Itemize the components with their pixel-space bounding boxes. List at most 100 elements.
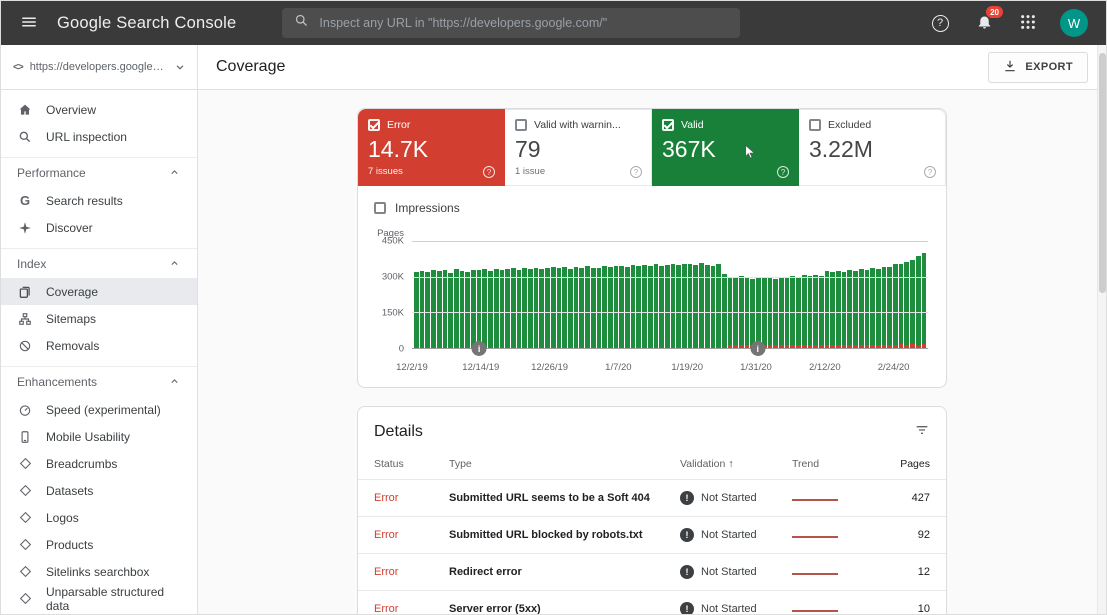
y-axis-title: Pages xyxy=(377,228,404,239)
sidebar-item-removals[interactable]: Removals xyxy=(1,332,197,359)
sidebar-item-label: Mobile Usability xyxy=(46,429,131,444)
table-row[interactable]: Error Submitted URL blocked by robots.tx… xyxy=(358,516,946,553)
sidebar-item-breadcrumbs[interactable]: Breadcrumbs xyxy=(1,450,197,477)
col-validation[interactable]: Validation ↑ xyxy=(680,458,734,470)
help-icon[interactable]: ? xyxy=(777,166,789,178)
help-icon[interactable]: ? xyxy=(630,166,642,178)
help-icon[interactable]: ? xyxy=(924,166,936,178)
sidebar-item-sitemaps[interactable]: Sitemaps xyxy=(1,305,197,332)
breadcrumbs-icon xyxy=(17,456,33,472)
sidebar-item-overview[interactable]: Overview xyxy=(1,96,197,123)
main-area: Coverage EXPORT Error xyxy=(198,45,1106,614)
table-row[interactable]: Error Redirect error ! Not Started 12 xyxy=(358,553,946,590)
sidebar-item-url-inspection[interactable]: URL inspection xyxy=(1,123,197,150)
sidebar-item-label: Removals xyxy=(46,338,100,353)
sidebar-item-sitelinks-searchbox[interactable]: Sitelinks searchbox xyxy=(1,558,197,585)
sidebar-item-products[interactable]: Products xyxy=(1,531,197,558)
row-status: Error xyxy=(374,492,399,504)
col-pages[interactable]: Pages xyxy=(900,458,930,470)
content-scroll-area: Error 14.7K 7 issues ? Valid with warnin… xyxy=(198,90,1106,614)
row-pages: 427 xyxy=(911,492,930,504)
sidebar-item-label: Sitelinks searchbox xyxy=(46,564,150,579)
table-row[interactable]: Error Submitted URL seems to be a Soft 4… xyxy=(358,479,946,516)
export-button[interactable]: EXPORT xyxy=(988,51,1088,83)
sidebar-item-label: Unparsable structured data xyxy=(46,584,165,613)
sitemap-tree-icon xyxy=(17,311,33,327)
sidebar-item-coverage[interactable]: Coverage xyxy=(1,278,197,305)
row-validation: Not Started xyxy=(701,566,757,578)
help-icon[interactable]: ? xyxy=(483,166,495,178)
section-performance[interactable]: Performance xyxy=(1,157,197,187)
sidebar-item-datasets[interactable]: Datasets xyxy=(1,477,197,504)
annotation-marker[interactable]: i xyxy=(471,341,487,356)
scrollbar-thumb[interactable] xyxy=(1099,53,1106,293)
sidebar-item-unparsable-structured-data[interactable]: Unparsable structured data xyxy=(1,584,197,613)
valid-card[interactable]: Valid 367K ? xyxy=(652,109,799,186)
sidebar: <> https://developers.google.co... Overv… xyxy=(1,45,198,614)
row-trend-sparkline xyxy=(792,566,880,578)
section-enhancements[interactable]: Enhancements xyxy=(1,366,197,396)
sidebar-item-logos[interactable]: Logos xyxy=(1,504,197,531)
url-inspection-input[interactable] xyxy=(319,16,729,30)
filter-icon xyxy=(914,422,930,441)
card-subtext: 1 issue xyxy=(515,166,546,177)
impressions-checkbox[interactable] xyxy=(374,202,386,214)
sidebar-item-label: Search results xyxy=(46,193,123,208)
excluded-card[interactable]: Excluded 3.22M ? xyxy=(799,109,946,186)
col-status[interactable]: Status xyxy=(374,458,404,470)
excluded-checkbox[interactable] xyxy=(809,119,821,131)
export-label: EXPORT xyxy=(1025,61,1073,73)
sidebar-item-discover[interactable]: Discover xyxy=(1,214,197,241)
impressions-toggle[interactable]: Impressions xyxy=(374,201,930,215)
notifications-button[interactable]: 20 xyxy=(972,6,1003,35)
sidebar-item-speed[interactable]: Speed (experimental) xyxy=(1,396,197,423)
filter-button[interactable] xyxy=(914,422,930,441)
magnifier-icon xyxy=(17,129,33,145)
page-header: Coverage EXPORT xyxy=(198,45,1106,90)
section-index[interactable]: Index xyxy=(1,248,197,278)
row-pages: 12 xyxy=(917,566,930,578)
row-pages: 10 xyxy=(917,603,930,614)
row-type: Server error (5xx) xyxy=(449,603,541,614)
sidebar-item-label: Breadcrumbs xyxy=(46,456,118,471)
property-selector[interactable]: <> https://developers.google.co... xyxy=(1,45,197,90)
chevron-up-icon xyxy=(168,375,181,388)
app-title: Google Search Console xyxy=(57,13,237,32)
annotation-marker[interactable]: i xyxy=(750,341,766,356)
valid-with-warnings-card[interactable]: Valid with warnin... 79 1 issue ? xyxy=(505,109,652,186)
y-tick-label: 0 xyxy=(398,343,404,355)
col-trend[interactable]: Trend xyxy=(792,458,820,470)
topbar-actions: ? 20 W xyxy=(928,6,1092,37)
sidebar-item-mobile-usability[interactable]: Mobile Usability xyxy=(1,423,197,450)
error-checkbox[interactable] xyxy=(368,119,380,131)
help-button[interactable]: ? xyxy=(928,11,952,35)
apps-grid-button[interactable] xyxy=(1016,11,1040,35)
hamburger-menu-button[interactable] xyxy=(15,9,43,37)
status-cards: Error 14.7K 7 issues ? Valid with warnin… xyxy=(358,109,946,186)
card-label: Valid with warnin... xyxy=(534,119,621,131)
col-type[interactable]: Type xyxy=(449,458,472,470)
url-inspection-searchbar[interactable] xyxy=(282,8,741,38)
x-tick-label: 1/19/20 xyxy=(671,362,704,373)
exclamation-icon: ! xyxy=(680,528,694,542)
account-avatar[interactable]: W xyxy=(1060,9,1088,37)
bell-icon xyxy=(976,13,993,33)
y-tick-label: 300K xyxy=(381,271,404,283)
row-validation: Not Started xyxy=(701,603,757,614)
page-title: Coverage xyxy=(216,58,286,75)
sidebar-item-search-results[interactable]: G Search results xyxy=(1,187,197,214)
row-pages: 92 xyxy=(917,529,930,541)
valid-checkbox[interactable] xyxy=(662,119,674,131)
table-row[interactable]: Error Server error (5xx) ! Not Started 10 xyxy=(358,590,946,614)
sidebar-item-label: Discover xyxy=(46,220,93,235)
impressions-label: Impressions xyxy=(395,201,460,215)
home-icon xyxy=(17,102,33,118)
speed-gauge-icon xyxy=(17,402,33,418)
mobile-phone-icon xyxy=(17,429,33,445)
error-card[interactable]: Error 14.7K 7 issues ? xyxy=(358,109,505,186)
mouse-cursor xyxy=(743,144,756,165)
valid-with-warnings-checkbox[interactable] xyxy=(515,119,527,131)
bars-container[interactable] xyxy=(414,241,927,348)
